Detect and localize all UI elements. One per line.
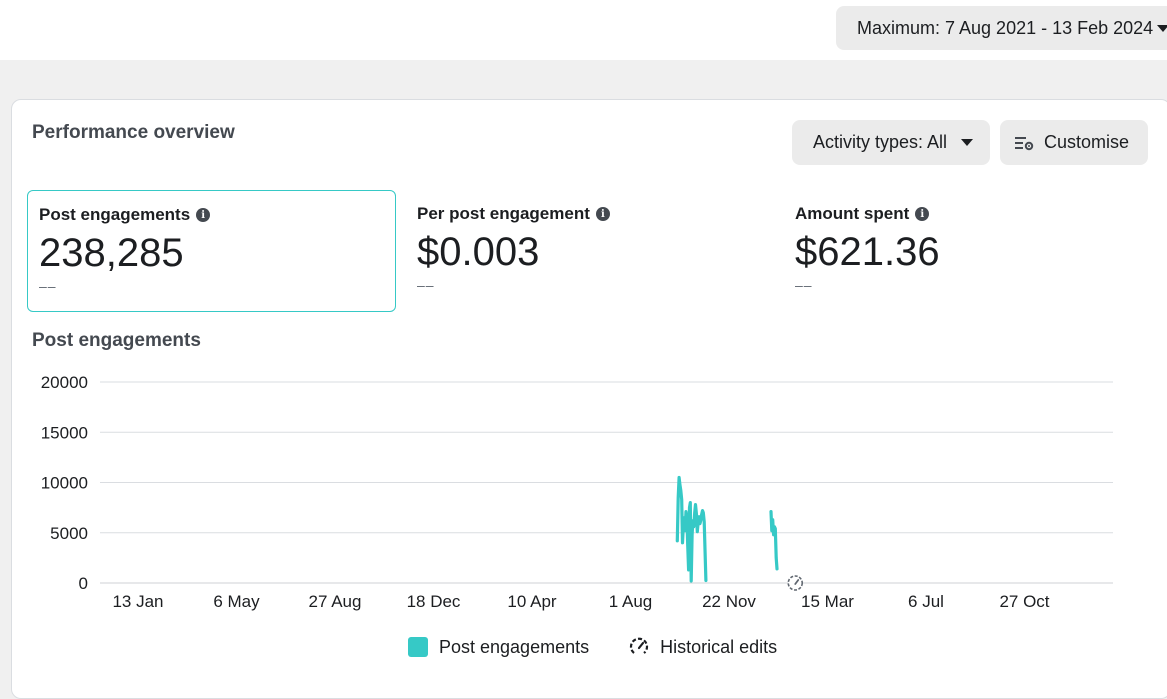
x-tick-label: 6 May	[213, 592, 260, 611]
metric-value: $0.003	[417, 230, 540, 274]
metric-label: Amount spent	[795, 204, 910, 223]
date-range-label: Maximum: 7 Aug 2021 - 13 Feb 2024	[857, 17, 1154, 38]
metric-per-post-engagement[interactable]: Per post engagement i $0.003 ––	[405, 190, 765, 312]
date-range-button[interactable]: Maximum: 7 Aug 2021 - 13 Feb 2024	[836, 6, 1167, 50]
performance-card	[11, 99, 1167, 699]
metric-value: 238,285	[39, 231, 184, 275]
y-tick-label: 10000	[41, 474, 88, 493]
caret-down-icon	[961, 139, 974, 146]
activity-types-label: Activity types: All	[813, 132, 948, 152]
historical-edit-marker	[787, 575, 804, 591]
legend-historical-edits[interactable]: Historical edits	[628, 636, 777, 658]
metric-change: ––	[417, 277, 435, 293]
activity-types-button[interactable]: Activity types: All	[792, 120, 990, 165]
chart-legend: Post engagements Historical edits	[408, 636, 777, 658]
x-tick-label: 27 Aug	[309, 592, 362, 611]
x-tick-label: 10 Apr	[507, 592, 556, 611]
x-tick-label: 27 Oct	[999, 592, 1049, 611]
gauge-needle	[794, 579, 800, 585]
y-tick-label: 5000	[50, 524, 88, 543]
x-tick-label: 13 Jan	[112, 592, 163, 611]
legend-swatch	[408, 637, 428, 657]
performance-title: Performance overview	[32, 122, 235, 143]
info-icon[interactable]: i	[915, 207, 930, 221]
y-tick-label: 20000	[41, 373, 88, 392]
legend-edits-label: Historical edits	[660, 636, 778, 657]
y-tick-label: 15000	[41, 423, 88, 442]
y-tick-label: 0	[79, 574, 88, 593]
info-icon[interactable]: i	[196, 208, 211, 222]
post-engagements-chart: 20000 15000 10000 5000 0 13 Jan 6 May 27 Aug 18 …	[41, 373, 1113, 611]
metric-label: Post engagements	[39, 205, 191, 224]
x-tick-label: 22 Nov	[702, 592, 756, 611]
gauge-icon	[630, 637, 649, 654]
metric-post-engagements[interactable]: Post engagements i 238,285 ––	[27, 190, 396, 312]
x-tick-label: 15 Mar	[801, 592, 854, 611]
metric-value: $621.36	[795, 230, 940, 274]
info-icon[interactable]: i	[595, 207, 610, 221]
settings-sliders-icon	[1015, 136, 1034, 150]
legend-series-label[interactable]: Post engagements	[439, 636, 590, 657]
metric-label: Per post engagement	[417, 204, 590, 223]
caret-down-icon	[1157, 25, 1167, 32]
metric-change: ––	[795, 277, 813, 293]
customise-label: Customise	[1044, 132, 1130, 152]
x-tick-label: 18 Dec	[407, 592, 461, 611]
series-line	[675, 475, 708, 583]
top-bar: Maximum: 7 Aug 2021 - 13 Feb 2024	[0, 0, 1167, 60]
chart-title: Post engagements	[32, 330, 201, 351]
series-line	[769, 510, 779, 571]
metric-amount-spent[interactable]: Amount spent i $621.36 ––	[784, 190, 1144, 312]
x-tick-label: 1 Aug	[609, 592, 653, 611]
customise-button[interactable]: Customise	[1000, 120, 1148, 165]
metric-change: ––	[39, 278, 57, 294]
x-tick-label: 6 Jul	[908, 592, 944, 611]
